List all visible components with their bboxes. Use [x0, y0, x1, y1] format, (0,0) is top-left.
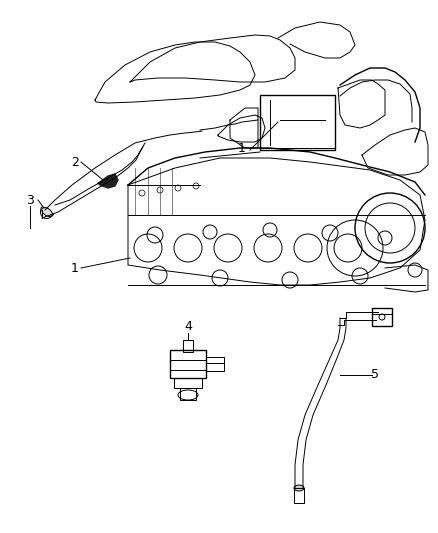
Text: 1: 1 [71, 262, 79, 274]
Bar [183, 340, 193, 352]
Bar [174, 378, 202, 388]
Text: 4: 4 [184, 320, 192, 334]
Bar [206, 357, 224, 371]
Text: 1: 1 [238, 141, 246, 155]
Text: 5: 5 [371, 368, 379, 382]
Ellipse shape [42, 207, 52, 216]
Bar [180, 388, 196, 400]
Ellipse shape [294, 485, 304, 491]
Text: 3: 3 [26, 193, 34, 206]
Text: 2: 2 [71, 156, 79, 168]
Bar [294, 488, 304, 503]
Bar [260, 95, 335, 150]
Polygon shape [98, 174, 118, 188]
Bar [170, 350, 206, 378]
Bar [372, 308, 392, 326]
